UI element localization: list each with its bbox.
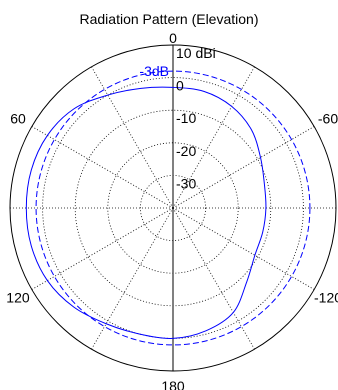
angle-tick-label: 60	[10, 111, 26, 127]
reference-circle	[35, 70, 311, 346]
grid-spoke	[31, 126, 174, 209]
outer-circle	[9, 44, 337, 372]
radial-tick-label: -30	[176, 175, 196, 191]
grid-spoke	[172, 126, 315, 209]
grid-spoke	[172, 207, 255, 350]
grid-spoke	[91, 66, 174, 209]
radial-tick-label: 10 dBi	[176, 45, 216, 61]
polar-grid	[9, 44, 337, 372]
angle-tick-label: 0	[169, 30, 177, 46]
series-0-line	[25, 86, 267, 339]
grid-spoke	[172, 66, 255, 209]
radial-tick-label: -20	[176, 143, 196, 159]
angle-tick-label: -60	[318, 111, 338, 127]
grid-spoke	[31, 207, 174, 290]
series-layer	[25, 86, 267, 339]
angle-tick-label: 120	[6, 290, 30, 306]
grid-spoke	[172, 207, 315, 290]
angle-tick-label: -120	[314, 290, 338, 306]
chart-title: Radiation Pattern (Elevation)	[80, 11, 259, 27]
angle-tick-label: 180	[161, 378, 185, 390]
reference-label: -3dB	[139, 63, 169, 79]
reference-layer	[35, 70, 311, 346]
radial-tick-label: -10	[176, 110, 196, 126]
grid-spoke	[91, 207, 174, 350]
radial-tick-label: 0	[176, 78, 184, 94]
